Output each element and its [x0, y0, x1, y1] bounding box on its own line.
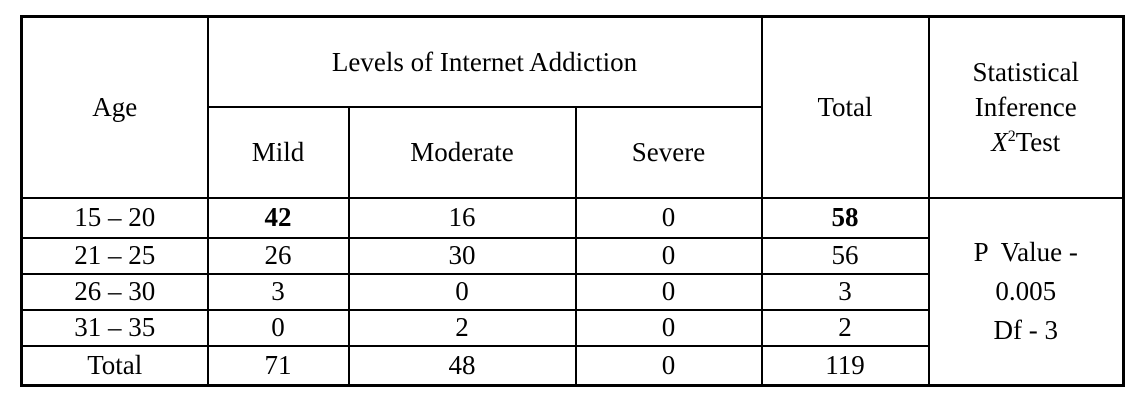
- moderate-count-cell: 2: [347, 308, 577, 347]
- total-count-cell: 119: [760, 344, 930, 387]
- moderate-count-cell: 16: [347, 196, 577, 239]
- df-value: Df - 3: [993, 314, 1058, 345]
- moderate-count-cell: 0: [347, 272, 577, 311]
- age-total-label-cell: Total: [20, 344, 209, 387]
- test-word: Test: [1015, 126, 1061, 157]
- p-value: 0.005: [995, 275, 1057, 306]
- p-value-label: P Value -: [973, 236, 1078, 267]
- levels-group-header: Levels of Internet Addiction: [206, 15, 763, 108]
- mild-count-cell: 0: [206, 308, 350, 347]
- table-row: 21 – 25 26 30 0 56: [20, 236, 1124, 275]
- total-header: Total: [760, 15, 930, 199]
- age-range-cell: 21 – 25: [20, 236, 209, 275]
- mild-count-cell: 71: [206, 344, 350, 387]
- moderate-header: Moderate: [347, 105, 577, 199]
- severe-count-cell: 0: [574, 272, 763, 311]
- table-row-total: Total 71 48 0 119: [20, 344, 1124, 387]
- severe-header: Severe: [574, 105, 763, 199]
- statistical-inference-cell: P Value - 0.005 Df - 3: [927, 196, 1125, 387]
- age-range-cell: 31 – 35: [20, 308, 209, 347]
- severe-count-cell: 0: [574, 196, 763, 239]
- age-range-cell: 26 – 30: [20, 272, 209, 311]
- moderate-count-cell: 48: [347, 344, 577, 387]
- stat-header-line1: Statistical: [972, 56, 1079, 87]
- mild-count-cell: 3: [206, 272, 350, 311]
- statistical-inference-header: Statistical Inference X2Test: [927, 15, 1125, 199]
- age-header: Age: [20, 15, 209, 199]
- table-row: 31 – 35 0 2 0 2: [20, 308, 1124, 347]
- total-count-cell: 3: [760, 272, 930, 311]
- header-row-sub: Mild Moderate Severe: [22, 105, 1124, 199]
- header-row-top: Age Levels of Internet Addiction Total S…: [20, 15, 1125, 199]
- total-count-cell: 58: [760, 196, 930, 239]
- chi-symbol: X: [991, 126, 1008, 157]
- severe-count-cell: 0: [574, 236, 763, 275]
- table-row: 26 – 30 3 0 0 3: [20, 272, 1124, 311]
- internet-addiction-table: Age Levels of Internet Addiction Total S…: [20, 15, 1125, 387]
- mild-count-cell: 26: [206, 236, 350, 275]
- total-count-cell: 2: [760, 308, 930, 347]
- table-row: 15 – 20 42 16 0 58 P Value - 0.005 Df - …: [20, 196, 1125, 387]
- mild-header: Mild: [206, 105, 350, 199]
- severe-count-cell: 0: [574, 344, 763, 387]
- chi-exponent: 2: [1007, 127, 1016, 145]
- mild-count-cell: 42: [206, 196, 350, 239]
- moderate-count-cell: 30: [347, 236, 577, 275]
- severe-count-cell: 0: [574, 308, 763, 347]
- age-range-cell: 15 – 20: [20, 196, 209, 239]
- chi-square-test-label: X2Test: [931, 125, 1122, 160]
- stat-header-line2: Inference: [974, 91, 1077, 122]
- total-count-cell: 56: [760, 236, 930, 275]
